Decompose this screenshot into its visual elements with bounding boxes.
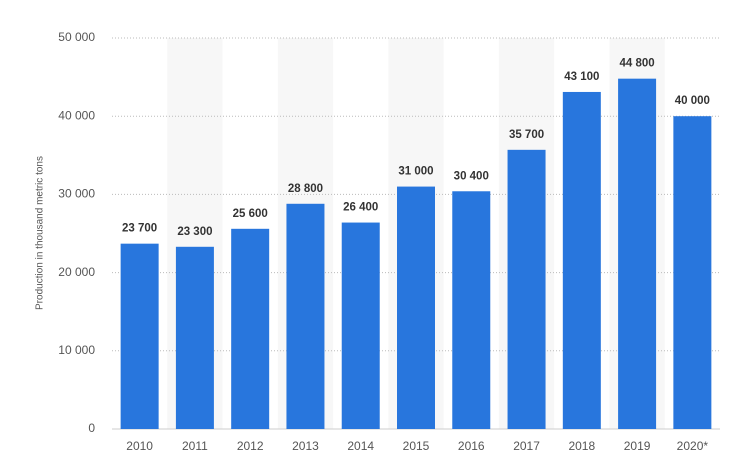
bar [507,149,546,430]
value-label: 26 400 [343,202,378,214]
value-label: 23 700 [122,223,157,235]
value-label: 23 300 [177,226,212,238]
bar [175,246,214,429]
bar [120,243,159,429]
value-label: 30 400 [454,170,489,182]
bar [452,191,491,429]
y-axis-label: Production in thousand metric tons [35,156,46,310]
y-tick-label: 50 000 [58,30,95,44]
y-tick-label: 20 000 [58,265,95,279]
x-tick-label: 2013 [292,439,319,453]
value-label: 25 600 [233,208,268,220]
bar [397,186,435,429]
value-label: 43 100 [564,71,599,83]
bar [673,116,712,429]
bar [341,222,380,429]
bar [562,91,601,429]
bar [231,228,270,429]
value-label: 35 700 [509,129,544,141]
bar [286,203,325,429]
y-tick-label: 10 000 [58,343,95,357]
bar [618,78,657,429]
y-tick-label: 30 000 [58,187,95,201]
value-label: 44 800 [619,58,654,70]
y-tick-label: 40 000 [58,108,95,122]
x-tick-label: 2010 [126,439,153,453]
x-tick-label: 2017 [513,439,540,453]
y-tick-label: 0 [88,421,95,435]
value-label: 28 800 [288,183,323,195]
x-tick-label: 2015 [403,439,430,453]
x-tick-label: 2018 [568,439,595,453]
x-tick-label: 2016 [458,439,485,453]
x-tick-label: 2014 [347,439,374,453]
value-label: 31 000 [398,166,433,178]
value-label: 40 000 [675,95,710,107]
x-tick-label: 2011 [182,439,208,453]
x-tick-label: 2012 [237,439,264,453]
x-tick-label: 2019 [624,439,651,453]
x-tick-label: 2020* [677,439,709,453]
